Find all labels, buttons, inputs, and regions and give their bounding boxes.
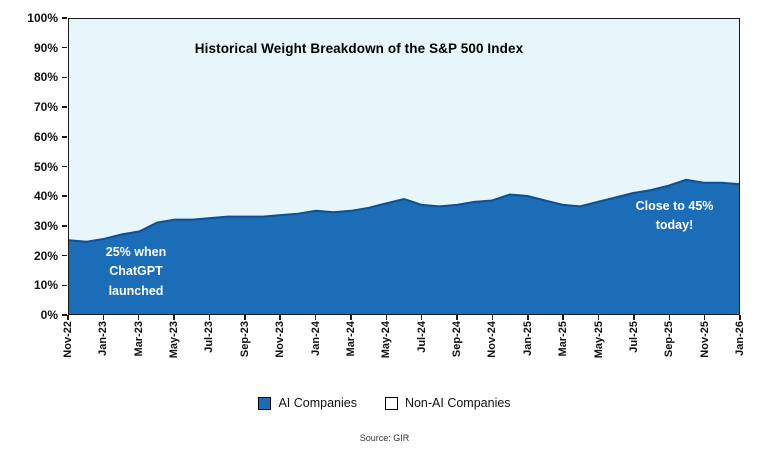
x-tick-label: Jan-26 bbox=[734, 321, 746, 356]
y-tick-label: 70% bbox=[33, 100, 58, 115]
y-tick-label: 60% bbox=[33, 129, 58, 144]
y-tick-mark bbox=[62, 136, 67, 138]
annotation-close-to-45: Close to 45% today! bbox=[635, 199, 714, 233]
y-tick-mark bbox=[62, 254, 67, 257]
y-tick-label: 90% bbox=[33, 40, 58, 55]
x-tick-label: Mar-23 bbox=[132, 321, 145, 357]
x-tick-label: Jan-24 bbox=[309, 321, 322, 356]
x-tick-mark bbox=[279, 315, 281, 320]
x-tick-label: May-25 bbox=[592, 321, 605, 359]
y-tick-mark bbox=[62, 76, 67, 79]
x-tick-mark bbox=[420, 315, 423, 320]
annotation-chatgpt-launch: 25% when ChatGPT launched bbox=[105, 245, 167, 298]
y-tick-label: 10% bbox=[33, 278, 58, 293]
x-tick-label: Sep-24 bbox=[451, 321, 464, 358]
legend-item-nonai: Non-AI Companies bbox=[384, 396, 511, 410]
x-tick-mark bbox=[244, 315, 246, 320]
legend-label-nonai: Non-AI Companies bbox=[404, 396, 511, 410]
x-tick-mark bbox=[597, 315, 600, 320]
x-tick-mark bbox=[456, 315, 458, 320]
legend-label-ai: AI Companies bbox=[278, 396, 357, 410]
ai-companies-topline bbox=[69, 178, 739, 243]
x-tick-label: Mar-24 bbox=[344, 321, 357, 357]
y-tick-mark bbox=[62, 17, 67, 19]
x-tick-mark bbox=[703, 315, 706, 320]
x-tick-mark bbox=[527, 315, 529, 320]
legend-item-ai: AI Companies bbox=[258, 396, 357, 410]
x-tick-mark bbox=[633, 315, 635, 320]
source-note: Source: GIR bbox=[359, 433, 410, 443]
plot-area: Historical Weight Breakdown of the S&P 5… bbox=[68, 18, 740, 315]
legend-swatch-nonai-icon bbox=[384, 396, 398, 410]
x-tick-label: Jul-24 bbox=[415, 321, 428, 353]
x-tick-label: May-24 bbox=[380, 321, 393, 359]
x-tick-label: May-23 bbox=[168, 321, 181, 359]
x-tick-mark bbox=[208, 315, 211, 320]
x-tick-label: Jan-25 bbox=[521, 321, 534, 356]
y-tick-mark bbox=[62, 195, 67, 197]
y-tick-mark bbox=[62, 106, 67, 108]
y-tick-mark bbox=[62, 165, 67, 168]
legend-swatch-ai-icon bbox=[258, 396, 272, 410]
x-tick-label: Jul-25 bbox=[627, 321, 640, 353]
y-tick-mark bbox=[62, 314, 67, 316]
y-tick-mark bbox=[62, 284, 67, 287]
y-tick-mark bbox=[62, 46, 67, 49]
legend: AI Companies Non-AI Companies bbox=[0, 396, 769, 410]
x-tick-label: Mar-25 bbox=[557, 321, 570, 357]
x-tick-label: Nov-25 bbox=[698, 321, 711, 358]
x-tick-label: Jan-23 bbox=[97, 321, 110, 356]
x-tick-mark bbox=[668, 315, 670, 320]
x-tick-mark bbox=[67, 315, 69, 320]
area-chart bbox=[69, 178, 739, 314]
chart-title: Historical Weight Breakdown of the S&P 5… bbox=[194, 41, 524, 56]
y-tick-mark bbox=[62, 225, 67, 227]
x-tick-label: Nov-24 bbox=[486, 321, 499, 358]
x-tick-label: Nov-23 bbox=[274, 321, 287, 358]
x-tick-mark bbox=[102, 315, 105, 320]
x-tick-mark bbox=[350, 315, 352, 320]
x-tick-mark bbox=[137, 315, 140, 320]
y-tick-label: 30% bbox=[33, 218, 58, 233]
x-tick-mark bbox=[173, 315, 175, 320]
x-tick-label: Jul-23 bbox=[203, 321, 216, 353]
x-tick-mark bbox=[739, 315, 741, 320]
y-tick-label: 100% bbox=[27, 11, 58, 25]
x-tick-label: Sep-25 bbox=[663, 321, 676, 358]
y-tick-label: 20% bbox=[33, 248, 58, 263]
x-tick-mark bbox=[385, 315, 388, 320]
x-tick-label: Sep-23 bbox=[238, 321, 251, 358]
x-tick-label: Nov-22 bbox=[62, 321, 74, 358]
ai-companies-area bbox=[69, 179, 739, 314]
y-tick-label: 0% bbox=[40, 308, 58, 322]
y-tick-label: 50% bbox=[33, 159, 58, 174]
x-tick-mark bbox=[491, 315, 494, 320]
y-tick-label: 40% bbox=[33, 189, 58, 204]
x-tick-mark bbox=[562, 315, 564, 320]
y-tick-label: 80% bbox=[33, 70, 58, 85]
x-tick-mark bbox=[314, 315, 317, 320]
